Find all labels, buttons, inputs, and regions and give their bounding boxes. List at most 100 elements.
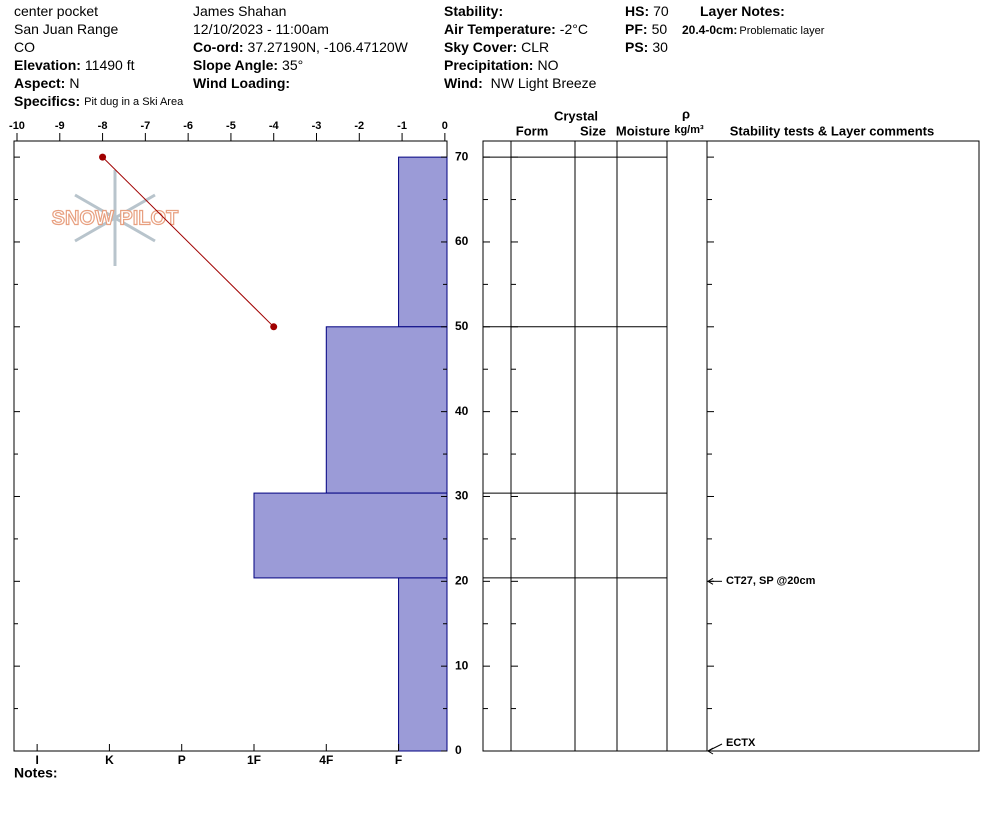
header-field: Wind Loading:: [193, 75, 290, 91]
x2-tick-label: -4: [269, 120, 280, 132]
field-label: Air Temperature:: [444, 21, 556, 37]
test-arrowhead: [707, 577, 714, 585]
column-header: kg/m³: [674, 124, 704, 136]
header-field: Specifics: Pit dug in a Ski Area: [14, 93, 184, 109]
test-label: ECTX: [726, 737, 756, 749]
field-value: center pocket: [14, 3, 98, 19]
hardness-bar: [325, 326, 448, 494]
field-value: NO: [537, 57, 558, 73]
field-value: -2°C: [560, 21, 588, 37]
header-field: CO: [14, 39, 35, 55]
x-tick-label: 1F: [247, 753, 261, 767]
field-value: 70: [653, 3, 669, 19]
header-field: Sky Cover: CLR: [444, 39, 549, 55]
field-label: Slope Angle:: [193, 57, 278, 73]
field-value: CLR: [521, 39, 549, 55]
header-field: San Juan Range: [14, 21, 119, 37]
header-field: Slope Angle: 35°: [193, 57, 303, 73]
field-label: Specifics:: [14, 93, 80, 109]
hardness-bar: [398, 577, 448, 752]
x2-tick-label: -2: [354, 120, 364, 132]
field-value: 12/10/2023 - 11:00am: [193, 21, 329, 37]
header-field: HS: 70: [625, 3, 669, 19]
header-field: PS: 30: [625, 39, 668, 55]
header-field: Layer Notes:: [700, 3, 785, 19]
x2-tick-label: -3: [312, 120, 322, 132]
field-label: Aspect:: [14, 75, 65, 91]
x-tick-label: K: [105, 753, 114, 767]
column-header: Crystal: [554, 108, 598, 123]
y-tick-label: 50: [455, 319, 469, 333]
x2-tick-label: -6: [183, 120, 193, 132]
test-label: CT27, SP @20cm: [726, 575, 816, 587]
header-field: Co-ord: 37.27190N, -106.47120W: [193, 39, 409, 55]
x-tick-label: I: [35, 753, 38, 767]
field-label: Layer Notes:: [700, 3, 785, 19]
field-value: 35°: [282, 57, 303, 73]
y-tick-label: 0: [455, 743, 462, 757]
header-field: James Shahan: [193, 3, 286, 19]
field-value: 11490 ft: [85, 57, 135, 73]
header-field: Elevation: 11490 ft: [14, 57, 135, 73]
x-tick-label: 4F: [319, 753, 333, 767]
hardness-bar: [398, 156, 448, 328]
hardness-bar: [253, 492, 448, 579]
field-label: Stability:: [444, 3, 503, 19]
column-header: Size: [580, 123, 606, 138]
y-tick-label: 70: [455, 149, 469, 163]
field-label: Co-ord:: [193, 39, 244, 55]
field-value: Problematic layer: [739, 25, 824, 37]
x2-tick-label: -5: [226, 120, 236, 132]
x-tick-label: P: [178, 753, 186, 767]
y-tick-label: 60: [455, 234, 469, 248]
temperature-point: [99, 153, 107, 161]
y-tick-label: 40: [455, 404, 469, 418]
header-field: Wind: NW Light Breeze: [444, 75, 597, 91]
x2-tick-label: -8: [98, 120, 108, 132]
y-tick-label: 30: [455, 489, 469, 503]
field-label: HS:: [625, 3, 649, 19]
y-tick-label: 10: [455, 658, 469, 672]
header-field: Air Temperature: -2°C: [444, 21, 588, 37]
x2-tick-label: 0: [442, 120, 448, 132]
logo: [74, 170, 156, 266]
field-value: 50: [652, 21, 668, 37]
x2-tick-label: -1: [397, 120, 407, 132]
field-value: 30: [652, 39, 668, 55]
field-value: 37.27190N, -106.47120W: [248, 39, 409, 55]
column-header: Stability tests & Layer comments: [730, 123, 934, 138]
field-label: Sky Cover:: [444, 39, 517, 55]
temperature-line: [102, 156, 275, 328]
field-value: San Juan Range: [14, 21, 119, 37]
field-label: 20.4-0cm:: [682, 23, 737, 37]
header-field: Precipitation: NO: [444, 57, 559, 73]
x2-tick-label: -9: [55, 120, 65, 132]
temperature-point: [270, 323, 278, 331]
x2-tick-label: -7: [140, 120, 150, 132]
header-field: PF: 50: [625, 21, 667, 37]
notes-label: Notes:: [14, 765, 58, 781]
column-header: ρ: [682, 106, 690, 121]
column-header: Form: [516, 123, 549, 138]
y-tick-label: 20: [455, 573, 469, 587]
header-field: Aspect: N: [14, 75, 79, 91]
header-field: Stability:: [444, 3, 503, 19]
field-value: N: [69, 75, 79, 91]
logo-text: SNOW PILOT: [52, 207, 179, 229]
header-field: center pocket: [14, 3, 98, 19]
field-label: Elevation:: [14, 57, 81, 73]
header-field: 20.4-0cm: Problematic layer: [682, 23, 825, 37]
header-field: 12/10/2023 - 11:00am: [193, 21, 329, 37]
x-tick-label: F: [395, 753, 402, 767]
field-label: Wind:: [444, 75, 483, 91]
field-label: PF:: [625, 21, 648, 37]
test-arrowhead: [707, 747, 714, 755]
field-label: Precipitation:: [444, 57, 533, 73]
table-frame: [482, 140, 980, 752]
field-value: CO: [14, 39, 35, 55]
column-header: Moisture: [616, 123, 670, 138]
field-value: James Shahan: [193, 3, 286, 19]
field-value: Pit dug in a Ski Area: [84, 96, 184, 108]
field-label: PS:: [625, 39, 648, 55]
